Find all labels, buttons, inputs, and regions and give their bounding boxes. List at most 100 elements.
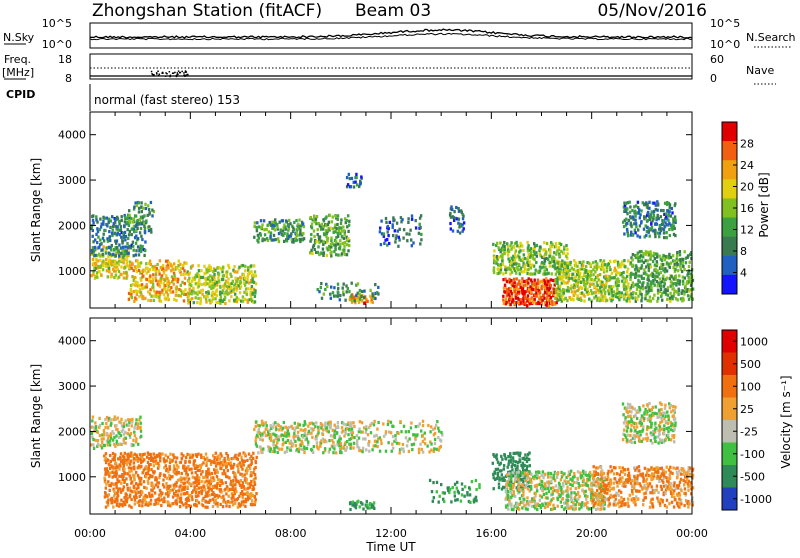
scatter-cell — [526, 241, 528, 244]
scatter-cell — [662, 209, 664, 212]
freq-panel: Freq. [MHz] 18 8 60 0 Nave — [2, 53, 776, 85]
scatter-cell — [351, 428, 353, 431]
scatter-cell — [380, 243, 382, 246]
scatter-cell — [581, 287, 583, 290]
scatter-cell — [418, 232, 420, 235]
scatter-cell — [642, 287, 644, 290]
scatter-cell — [536, 476, 538, 479]
scatter-cell — [93, 447, 95, 450]
scatter-cell — [570, 284, 572, 287]
scatter-cell — [131, 233, 133, 236]
scatter-cell — [588, 298, 590, 301]
scatter-cell — [681, 270, 683, 273]
scatter-cell — [665, 255, 667, 258]
scatter-cell — [228, 505, 230, 508]
scatter-cell — [141, 283, 143, 286]
scatter-cell — [167, 267, 169, 270]
scatter-cell — [350, 294, 352, 297]
beam-title: Beam 03 — [355, 1, 431, 21]
scatter-cell — [97, 236, 99, 239]
scatter-cell — [201, 293, 203, 296]
scatter-cell — [595, 291, 597, 294]
scatter-cell — [531, 282, 533, 285]
scatter-cell — [456, 498, 458, 501]
scatter-cell — [116, 239, 118, 242]
scatter-cell — [296, 234, 298, 237]
scatter-cell — [294, 426, 296, 429]
scatter-cell — [212, 476, 214, 479]
scatter-cell — [572, 298, 574, 301]
scatter-cell — [283, 223, 285, 226]
scatter-cell — [636, 234, 638, 237]
scatter-cell — [636, 288, 638, 291]
scatter-cell — [478, 483, 480, 486]
scatter-cell — [645, 250, 647, 253]
freq-dot — [177, 72, 179, 74]
scatter-cell — [376, 445, 378, 448]
scatter-cell — [222, 472, 224, 475]
scatter-cell — [246, 299, 248, 302]
scatter-cell — [134, 276, 136, 279]
scatter-cell — [665, 213, 667, 216]
scatter-cell — [628, 300, 630, 303]
scatter-cell — [95, 439, 97, 442]
scatter-cell — [566, 486, 568, 489]
scatter-cell — [424, 432, 426, 435]
scatter-cell — [206, 457, 208, 460]
scatter-cell — [554, 279, 556, 282]
scatter-cell — [324, 447, 326, 450]
freq-dot — [162, 73, 164, 75]
scatter-cell — [102, 245, 104, 248]
scatter-cell — [536, 489, 538, 492]
scatter-cell — [655, 204, 657, 207]
scatter-cell — [137, 237, 139, 240]
scatter-cell — [402, 443, 404, 446]
scatter-cell — [508, 502, 510, 505]
scatter-cell — [322, 433, 324, 436]
scatter-cell — [510, 475, 512, 478]
scatter-cell — [140, 477, 142, 480]
scatter-cell — [269, 235, 271, 238]
scatter-cell — [211, 472, 213, 475]
scatter-cell — [677, 259, 679, 262]
scatter-cell — [125, 245, 127, 248]
scatter-cell — [99, 218, 101, 221]
scatter-cell — [642, 281, 644, 284]
scatter-cell — [669, 292, 671, 295]
scatter-cell — [575, 262, 577, 265]
freq-dot — [151, 71, 153, 73]
scatter-cell — [623, 298, 625, 301]
scatter-cell — [329, 214, 331, 217]
scatter-cell — [298, 219, 300, 222]
scatter-cell — [237, 277, 239, 280]
scatter-cell — [323, 251, 325, 254]
scatter-cell — [274, 228, 276, 231]
scatter-cell — [643, 268, 645, 271]
noise-tick-left-bottom: 10^0 — [42, 38, 72, 51]
scatter-cell — [248, 453, 250, 456]
scatter-cell — [250, 474, 252, 477]
scatter-cell — [153, 299, 155, 302]
scatter-cell — [92, 258, 94, 261]
scatter-cell — [328, 439, 330, 442]
scatter-cell — [339, 239, 341, 242]
scatter-cell — [625, 218, 627, 221]
scatter-cell — [623, 259, 625, 262]
scatter-cell — [517, 288, 519, 291]
scatter-cell — [556, 476, 558, 479]
scatter-cell — [563, 252, 565, 255]
scatter-cell — [300, 428, 302, 431]
scatter-cell — [213, 468, 215, 471]
scatter-cell — [548, 490, 550, 493]
scatter-cell — [132, 245, 134, 248]
scatter-cell — [208, 494, 210, 497]
scatter-cell — [295, 219, 297, 222]
scatter-cell — [126, 483, 128, 486]
scatter-cell — [374, 444, 376, 447]
scatter-cell — [517, 478, 519, 481]
scatter-cell — [523, 270, 525, 273]
scatter-cell — [660, 209, 662, 212]
scatter-cell — [114, 225, 116, 228]
scatter-cell — [588, 270, 590, 273]
scatter-cell — [140, 279, 142, 282]
